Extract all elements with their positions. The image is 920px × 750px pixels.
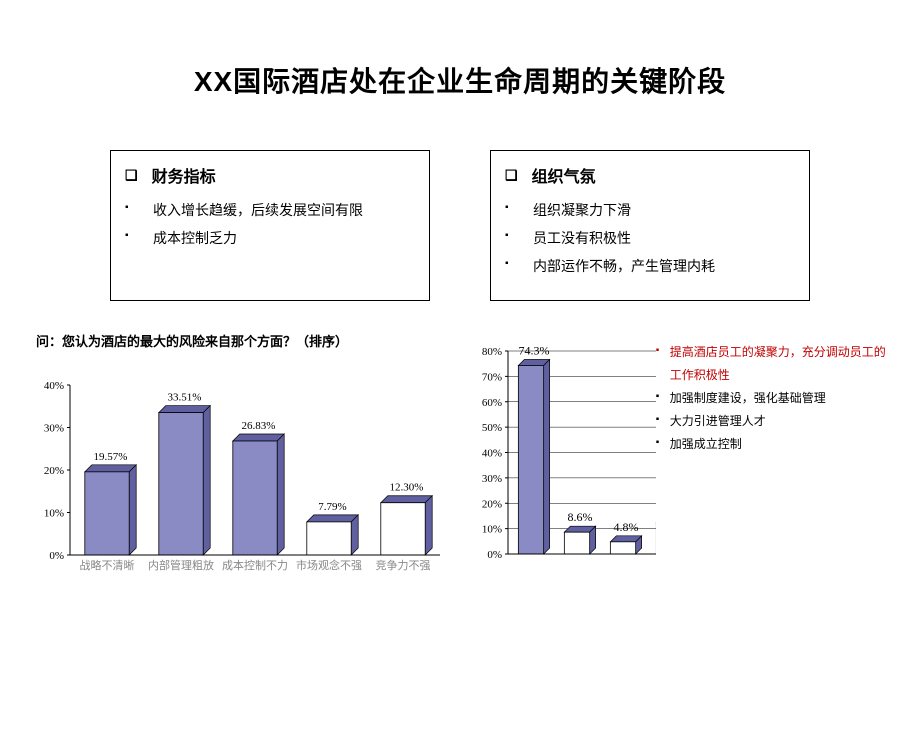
svg-text:60%: 60% [482, 397, 502, 409]
chart-right-legend: 提高酒店员工的凝聚力，充分调动员工的工作积极性 加强制度建设，强化基础管理 大力… [656, 331, 890, 455]
svg-text:10%: 10% [44, 508, 64, 520]
svg-text:80%: 80% [482, 346, 502, 358]
box-financial-list: 收入增长趋缓，后续发展空间有限 成本控制乏力 [125, 199, 415, 251]
list-item: 员工没有积极性 [505, 227, 795, 251]
list-item: 成本控制乏力 [125, 227, 415, 251]
svg-text:20%: 20% [482, 499, 502, 511]
svg-text:8.6%: 8.6% [568, 511, 593, 525]
box-financial: 财务指标 收入增长趋缓，后续发展空间有限 成本控制乏力 [110, 150, 430, 301]
svg-text:70%: 70% [482, 372, 502, 384]
svg-text:26.83%: 26.83% [242, 420, 276, 432]
svg-text:19.57%: 19.57% [94, 451, 128, 463]
list-item: 收入增长趋缓，后续发展空间有限 [125, 199, 415, 223]
svg-text:33.51%: 33.51% [168, 392, 202, 404]
legend-item: 加强成立控制 [656, 433, 890, 456]
chart-left-question: 问：您认为酒店的最大的风险来自那个方面？（排序） [30, 331, 450, 350]
list-item: 内部运作不畅，产生管理内耗 [505, 255, 795, 279]
box-organization: 组织气氛 组织凝聚力下滑 员工没有积极性 内部运作不畅，产生管理内耗 [490, 150, 810, 301]
svg-text:成本控制不力: 成本控制不力 [222, 558, 288, 572]
svg-text:74.3%: 74.3% [519, 344, 550, 358]
svg-text:内部管理粗放: 内部管理粗放 [148, 558, 214, 572]
svg-text:战略不清晰: 战略不清晰 [80, 558, 135, 572]
svg-text:30%: 30% [44, 423, 64, 435]
chart-right: 74.3%8.6%4.8%12.3%0%10%20%30%40%50%60%70… [470, 331, 656, 566]
svg-text:50%: 50% [482, 423, 502, 435]
svg-text:0%: 0% [487, 549, 502, 561]
box-organization-list: 组织凝聚力下滑 员工没有积极性 内部运作不畅，产生管理内耗 [505, 199, 795, 278]
box-financial-heading: 财务指标 [125, 163, 415, 187]
info-boxes: 财务指标 收入增长趋缓，后续发展空间有限 成本控制乏力 组织气氛 组织凝聚力下滑… [0, 150, 920, 301]
charts-row: 问：您认为酒店的最大的风险来自那个方面？（排序） 19.57% 33.51% 26.… [0, 331, 920, 580]
svg-text:40%: 40% [44, 380, 64, 392]
svg-text:20%: 20% [44, 465, 64, 477]
svg-text:4.8%: 4.8% [614, 520, 639, 534]
legend-item: 加强制度建设，强化基础管理 [656, 387, 890, 410]
svg-text:10%: 10% [482, 524, 502, 536]
legend-item: 提高酒店员工的凝聚力，充分调动员工的工作积极性 [656, 341, 890, 387]
svg-text:0%: 0% [49, 550, 64, 562]
page-title: XX国际酒店处在企业生命周期的关键阶段 [0, 60, 920, 100]
chart-left: 19.57% 33.51% 26.83% 7.79% 12.30% 0% 10% 20% 30%… [30, 360, 450, 580]
chart-left-container: 问：您认为酒店的最大的风险来自那个方面？（排序） 19.57% 33.51% 26.… [30, 331, 450, 580]
svg-text:竞争力不强: 竞争力不强 [376, 558, 431, 572]
svg-text:40%: 40% [482, 448, 502, 460]
box-organization-heading: 组织气氛 [505, 163, 795, 187]
svg-text:12.30%: 12.30% [390, 482, 424, 494]
chart-right-container: 74.3%8.6%4.8%12.3%0%10%20%30%40%50%60%70… [470, 331, 890, 580]
svg-text:30%: 30% [482, 473, 502, 485]
legend-item: 大力引进管理人才 [656, 410, 890, 433]
svg-text:7.79%: 7.79% [318, 501, 346, 513]
svg-text:市场观念不强: 市场观念不强 [296, 558, 362, 572]
list-item: 组织凝聚力下滑 [505, 199, 795, 223]
